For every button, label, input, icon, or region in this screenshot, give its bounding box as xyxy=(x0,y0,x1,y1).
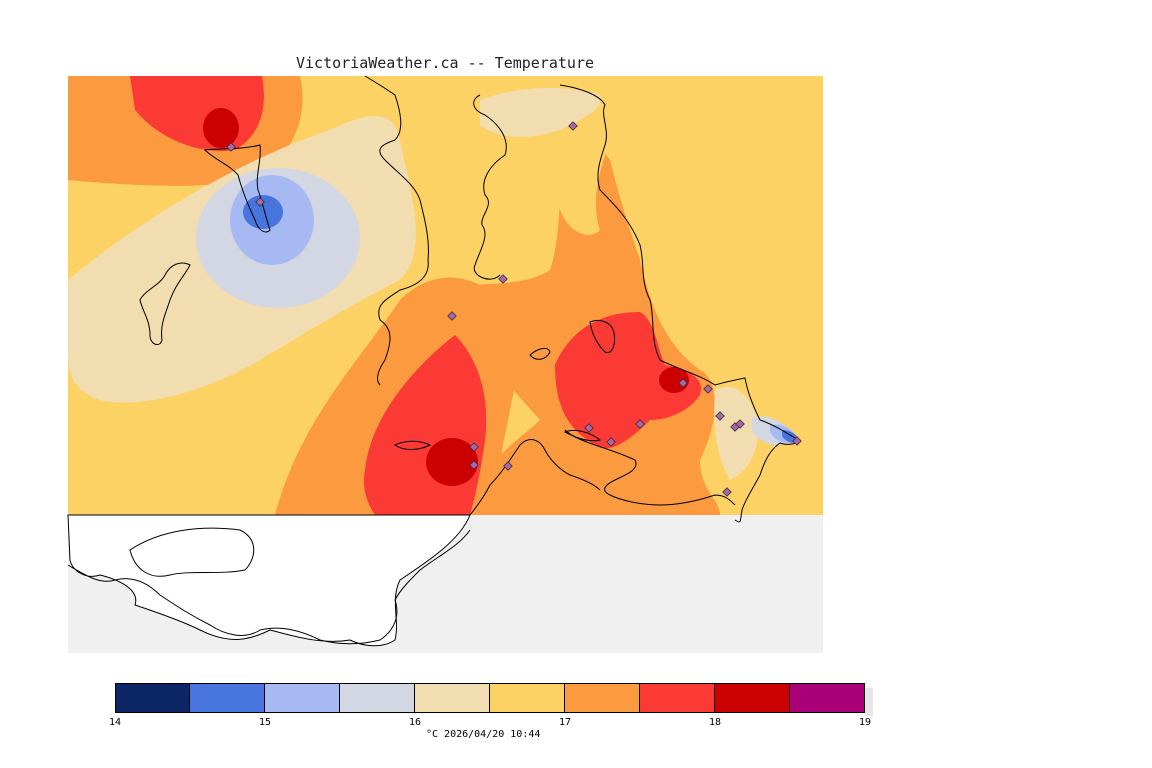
contour-14.5-15 xyxy=(243,195,283,229)
station-marker xyxy=(226,142,236,152)
coastline-west xyxy=(469,439,601,516)
lake-outline-small xyxy=(529,347,551,360)
station-markers xyxy=(226,121,802,497)
map-title: VictoriaWeather.ca -- Temperature xyxy=(296,54,595,72)
coastline-sw-shore xyxy=(67,529,471,645)
legend-shadow xyxy=(865,688,873,716)
legend-bin xyxy=(565,683,640,713)
temperature-map[interactable] xyxy=(0,0,1152,680)
legend-caption: °C 2026/04/20 10:44 xyxy=(426,729,541,740)
legend-bin xyxy=(340,683,415,713)
contour-18-18.5-nw xyxy=(203,108,239,148)
land-areas xyxy=(67,514,471,647)
station-marker xyxy=(584,423,594,433)
coastline-victoria-harbour xyxy=(564,429,736,506)
legend-tick: 17 xyxy=(558,717,572,728)
station-marker xyxy=(715,411,725,421)
station-marker xyxy=(722,487,732,497)
legend-bin xyxy=(490,683,565,713)
station-marker xyxy=(255,197,265,207)
legend-bin xyxy=(415,683,490,713)
legend-bin xyxy=(790,683,865,713)
station-marker xyxy=(635,419,645,429)
legend-tick: 14 xyxy=(108,717,122,728)
station-marker xyxy=(447,311,457,321)
station-marker xyxy=(703,384,713,394)
station-marker xyxy=(568,121,578,131)
station-marker xyxy=(498,274,508,284)
contour-16-16.5-east xyxy=(714,386,759,480)
legend-tick: 16 xyxy=(408,717,422,728)
contour-18-18.5-sw xyxy=(426,438,478,486)
coastline-main xyxy=(364,75,429,386)
legend-bin xyxy=(715,683,790,713)
island-outline-harbour xyxy=(563,429,602,442)
lake-outline-central xyxy=(589,319,615,354)
station-marker xyxy=(735,419,745,429)
legend-tick: 19 xyxy=(858,717,872,728)
lake-outline-sw xyxy=(394,440,432,450)
temperature-field xyxy=(68,76,823,515)
station-marker xyxy=(469,442,479,452)
contour-18-18.5-east xyxy=(659,367,689,393)
legend-bin xyxy=(115,683,190,713)
station-marker xyxy=(678,378,688,388)
coastlines xyxy=(67,75,801,645)
contour-16.5-17-ne xyxy=(540,121,610,235)
island-outline-north xyxy=(203,144,271,233)
station-marker xyxy=(503,461,513,471)
contour-17.5-18-east xyxy=(555,312,701,449)
coastline-east-peninsula xyxy=(473,94,507,280)
station-marker xyxy=(606,437,616,447)
legend-bin xyxy=(190,683,265,713)
legend-tick: 18 xyxy=(708,717,722,728)
legend-bin xyxy=(640,683,715,713)
island-outline-west xyxy=(139,262,191,346)
land-south-island xyxy=(129,527,255,577)
legend-bin xyxy=(265,683,340,713)
station-marker xyxy=(469,460,479,470)
legend-color-bar xyxy=(115,683,865,713)
legend-tick: 15 xyxy=(258,717,272,728)
station-marker xyxy=(792,436,802,446)
contour-17-17.5-east xyxy=(440,141,720,515)
coastline-saanich xyxy=(559,84,801,523)
